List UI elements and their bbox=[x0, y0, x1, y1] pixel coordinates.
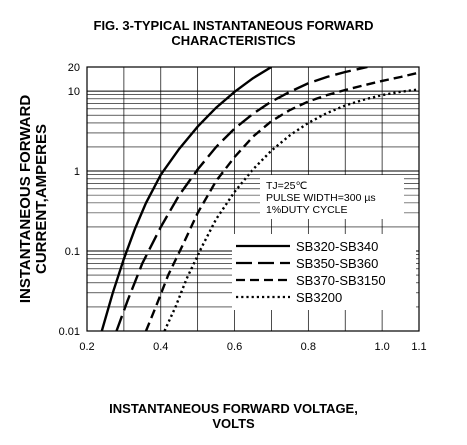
y-tick-label: 1 bbox=[74, 166, 80, 178]
y-tick-label: 20 bbox=[68, 62, 80, 74]
x-axis-label-line1: INSTANTANEOUS FORWARD VOLTAGE, bbox=[109, 401, 358, 416]
y-axis-label-line1: INSTANTANEOUS FORWARD bbox=[17, 95, 34, 303]
chart-title-line1: FIG. 3-TYPICAL INSTANTANEOUS FORWARD bbox=[93, 18, 374, 33]
y-tick-label: 0.01 bbox=[59, 326, 80, 338]
x-tick-label: 1.0 bbox=[374, 341, 389, 353]
series-line-1 bbox=[100, 67, 273, 331]
condition-text: 1%DUTY CYCLE bbox=[266, 204, 348, 216]
condition-text: TJ=25℃ bbox=[266, 180, 307, 192]
legend-label-2: SB350-SB360 bbox=[296, 256, 378, 271]
x-tick-label: 0.8 bbox=[301, 341, 316, 353]
y-axis-label-line2: CURRENT,AMPERES bbox=[33, 124, 50, 274]
series-line-3 bbox=[144, 71, 419, 331]
x-tick-label: 0.6 bbox=[227, 341, 242, 353]
y-axis-label: INSTANTANEOUS FORWARD CURRENT,AMPERES bbox=[17, 95, 50, 303]
y-tick-label: 10 bbox=[68, 86, 80, 98]
series-layer bbox=[100, 67, 419, 331]
legend: SB320-SB340 SB350-SB360 SB370-SB3150 SB3200 bbox=[232, 234, 416, 310]
legend-label-4: SB3200 bbox=[296, 290, 342, 305]
series-line-4 bbox=[163, 88, 419, 331]
series-line-2 bbox=[115, 67, 368, 331]
x-tick-label: 1.1 bbox=[411, 341, 426, 353]
y-tick-label: 0.1 bbox=[65, 246, 80, 258]
conditions-box bbox=[260, 175, 404, 219]
plot-area bbox=[86, 66, 420, 332]
legend-label-1: SB320-SB340 bbox=[296, 239, 378, 254]
x-tick-label: 0.4 bbox=[153, 341, 168, 353]
legend-label-3: SB370-SB3150 bbox=[296, 273, 386, 288]
condition-text: PULSE WIDTH=300 µs bbox=[266, 192, 376, 204]
x-tick-label: 0.2 bbox=[79, 341, 94, 353]
tick-labels: 0.2 0.4 0.6 0.8 1.0 1.1 0.01 0.1 1 10 20 bbox=[59, 62, 427, 353]
x-axis-label-line2: VOLTS bbox=[212, 416, 255, 431]
chart-title-line2: CHARACTERISTICS bbox=[171, 33, 296, 48]
plot-frame bbox=[86, 66, 420, 332]
